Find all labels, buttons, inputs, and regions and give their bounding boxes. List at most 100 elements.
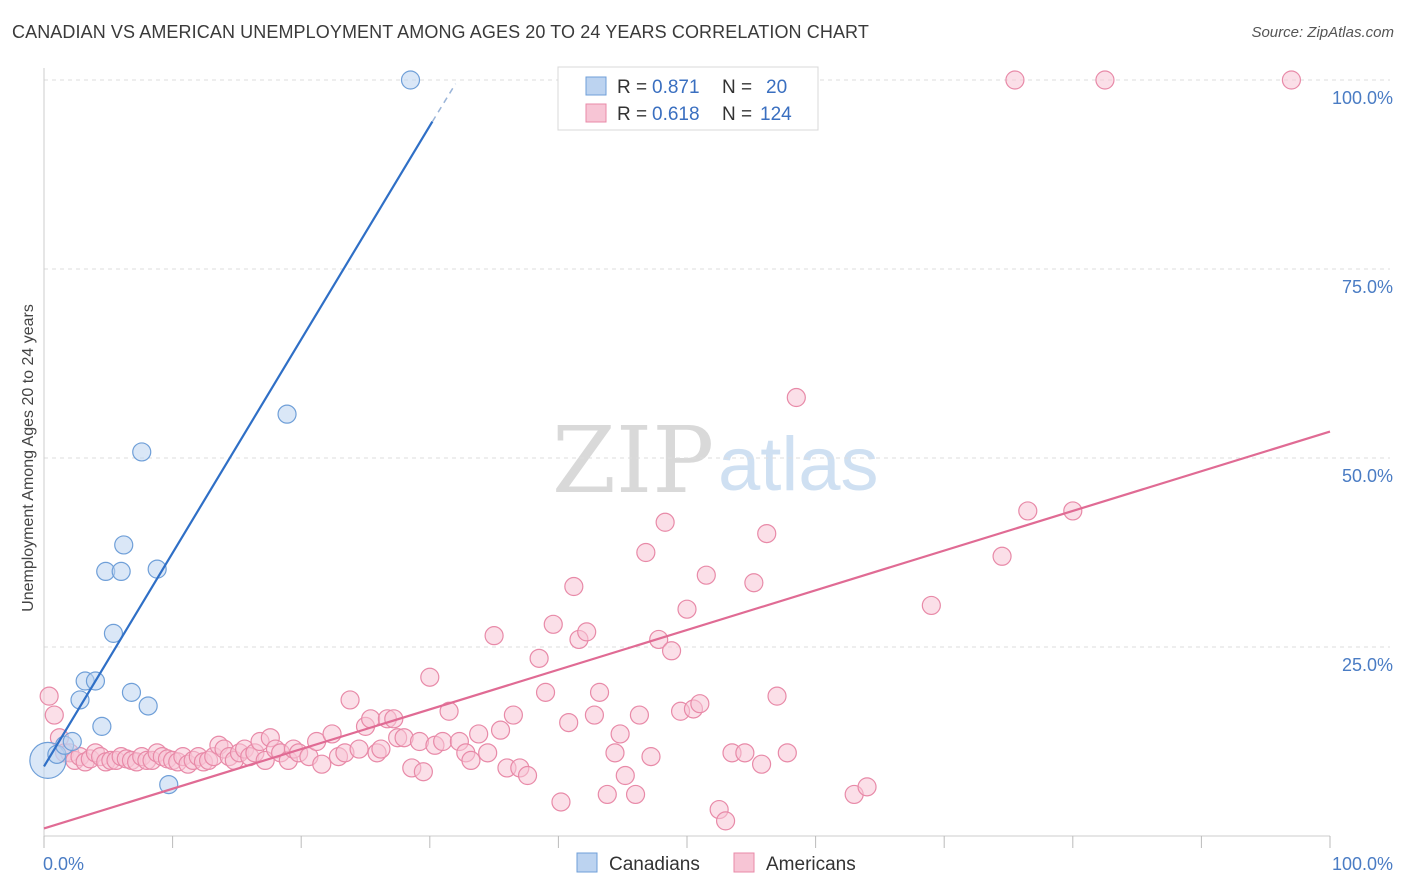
canadians-points: [29, 70, 421, 795]
americans-point-115: [757, 523, 777, 544]
americans-point-107: [690, 694, 710, 714]
grid-lines: [44, 79, 1390, 648]
americans-point-0: [39, 686, 59, 706]
americans-trend-line: [43, 430, 1331, 830]
americans-point-97: [625, 784, 646, 805]
y-tick-labels: 25.0% 50.0% 75.0% 100.0%: [1332, 88, 1393, 675]
americans-point-78: [490, 720, 511, 740]
americans-point-108: [696, 565, 716, 585]
americans-point-87: [559, 712, 579, 733]
americans-point-118: [786, 387, 806, 408]
americans-point-51: [312, 754, 332, 774]
americans-point-126: [1095, 70, 1115, 90]
legend-n-label-canadians: N =: [722, 77, 752, 98]
americans-point-75: [469, 724, 489, 744]
americans-point-55: [340, 690, 360, 710]
x-tick-label-min: 0.0%: [43, 854, 84, 874]
legend-n-label-americans: N =: [722, 104, 752, 125]
canadians-point-14: [138, 696, 158, 716]
americans-point-102: [655, 512, 675, 532]
americans-point-67: [413, 762, 433, 782]
y-tick-label-75: 75.0%: [1342, 277, 1393, 297]
americans-point-68: [420, 667, 440, 687]
americans-point-71: [439, 701, 459, 721]
americans-point-90: [577, 622, 597, 642]
watermark-atlas: atlas: [718, 422, 879, 507]
americans-point-114: [751, 754, 772, 774]
americans-point-98: [629, 705, 650, 725]
bottom-legend-label-americans: Americans: [766, 854, 856, 875]
americans-point-83: [529, 648, 549, 668]
canadians-trend-line: [43, 121, 434, 768]
canadians-point-4: [70, 690, 90, 710]
americans-point-124: [1018, 501, 1038, 521]
americans-point-103: [661, 641, 682, 661]
americans-point-93: [597, 784, 617, 805]
legend-n-value-americans: 124: [760, 104, 792, 125]
americans-point-121: [921, 595, 941, 616]
americans-point-80: [503, 705, 523, 725]
americans-point-105: [677, 599, 697, 619]
americans-point-70: [433, 731, 453, 752]
legend-n-value-canadians: 20: [766, 77, 787, 98]
canadians-point-3: [62, 731, 82, 752]
y-tick-label-25: 25.0%: [1342, 655, 1393, 675]
y-tick-label-100: 100.0%: [1332, 88, 1393, 108]
americans-point-112: [735, 743, 755, 763]
canadians-point-12: [121, 682, 142, 702]
americans-point-86: [551, 792, 571, 812]
americans-point-84: [535, 682, 556, 702]
americans-point-82: [517, 765, 538, 786]
series-legend: Canadians Americans: [576, 852, 856, 875]
legend-r-label-canadians: R =: [617, 77, 647, 98]
americans-point-88: [564, 576, 584, 597]
x-tick-label-max: 100.0%: [1332, 854, 1393, 874]
x-ticks: [43, 836, 1331, 848]
americans-point-117: [777, 743, 797, 763]
canadians-point-9: [103, 623, 124, 643]
canadians-point-7: [92, 716, 112, 736]
americans-point-127: [1281, 70, 1302, 90]
bottom-legend-label-canadians: Canadians: [609, 854, 700, 875]
canadians-point-17: [277, 404, 297, 424]
canadians-point-13: [132, 442, 152, 462]
americans-point-116: [767, 686, 787, 706]
americans-point-85: [543, 614, 563, 634]
americans-point-92: [589, 682, 610, 702]
bottom-legend-swatch-canadians: [576, 852, 598, 873]
americans-point-77: [484, 626, 504, 646]
bottom-legend-swatch-americans: [733, 852, 755, 873]
americans-point-76: [478, 743, 498, 763]
canadians-point-10: [111, 561, 131, 582]
legend-r-label-americans: R =: [617, 104, 647, 125]
canadians-point-18: [400, 70, 421, 90]
americans-point-96: [615, 765, 635, 786]
chart-title: CANADIAN VS AMERICAN UNEMPLOYMENT AMONG …: [12, 22, 869, 42]
legend-swatch-americans: [585, 103, 607, 123]
legend-swatch-canadians: [585, 76, 607, 96]
y-axis-label: Unemployment Among Ages 20 to 24 years: [20, 304, 37, 612]
trend-lines: [43, 83, 1331, 830]
americans-point-56: [349, 739, 369, 759]
americans-point-110: [715, 811, 736, 831]
watermark-zip: ZIP: [552, 407, 714, 514]
americans-point-123: [1005, 70, 1025, 90]
legend-r-value-americans: 0.618: [652, 104, 700, 125]
americans-point-74: [461, 750, 481, 771]
americans-point-60: [371, 739, 391, 759]
americans-point-95: [610, 724, 630, 744]
legend-r-value-canadians: 0.871: [652, 77, 700, 98]
canadians-trend-extension: [431, 83, 457, 122]
source-label: Source: ZipAtlas.com: [1251, 24, 1394, 41]
americans-point-94: [605, 743, 625, 763]
americans-point-99: [636, 542, 656, 563]
americans-point-1: [44, 705, 64, 725]
americans-point-122: [992, 546, 1012, 566]
americans-point-113: [744, 573, 764, 593]
y-tick-label-50: 50.0%: [1342, 466, 1393, 486]
stats-legend: R = 0.871 N = 20 R = 0.618 N = 124: [557, 66, 819, 131]
americans-point-120: [857, 777, 877, 797]
americans-point-100: [641, 747, 661, 767]
americans-point-91: [584, 705, 605, 725]
